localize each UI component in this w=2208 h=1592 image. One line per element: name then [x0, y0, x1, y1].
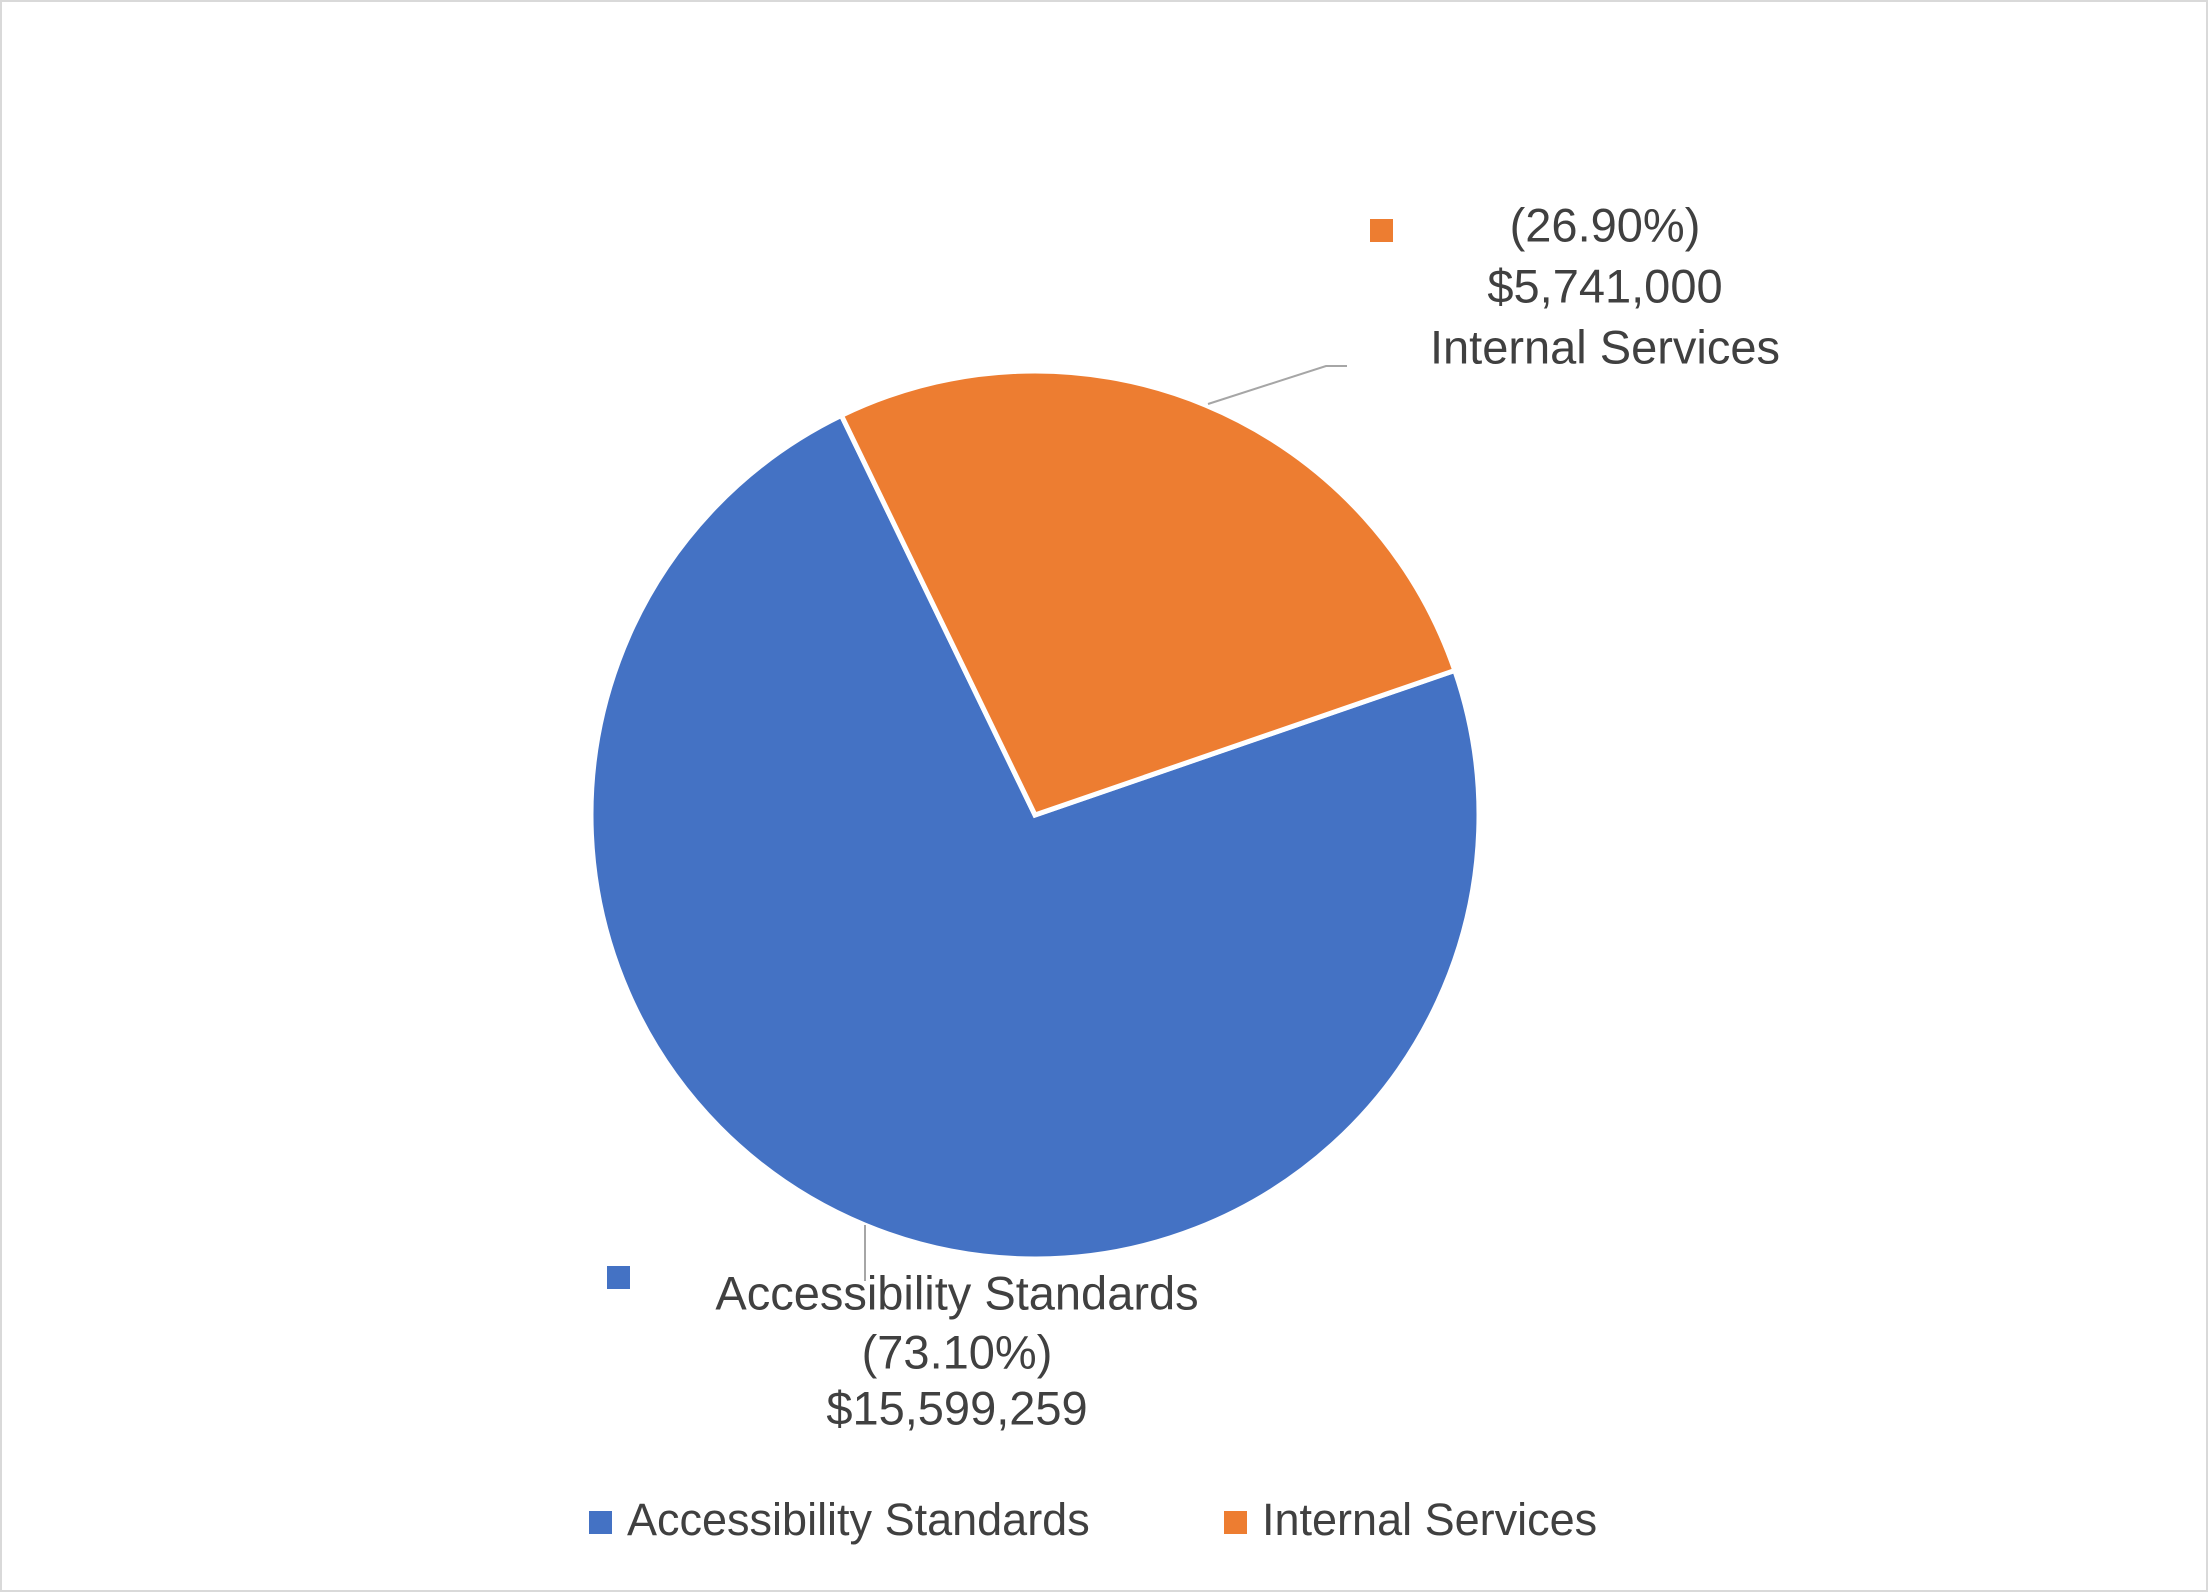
legend-label: Accessibility Standards	[627, 1494, 1090, 1545]
pie-slice	[588, 412, 1482, 1262]
data-label: (73.10%)	[862, 1325, 1053, 1378]
legend-key	[1224, 1511, 1247, 1534]
label-key	[1370, 219, 1393, 242]
label-key	[607, 1266, 630, 1289]
pie-slice	[838, 368, 1458, 819]
legend-label: Internal Services	[1262, 1494, 1597, 1545]
data-label: $5,741,000	[1487, 259, 1722, 312]
leader-line	[1207, 365, 1347, 405]
data-label: Accessibility Standards	[715, 1266, 1198, 1319]
data-label: $15,599,259	[826, 1381, 1087, 1434]
data-label: (26.90%)	[1510, 198, 1701, 251]
legend-key	[589, 1511, 612, 1534]
data-label: Internal Services	[1430, 320, 1780, 373]
